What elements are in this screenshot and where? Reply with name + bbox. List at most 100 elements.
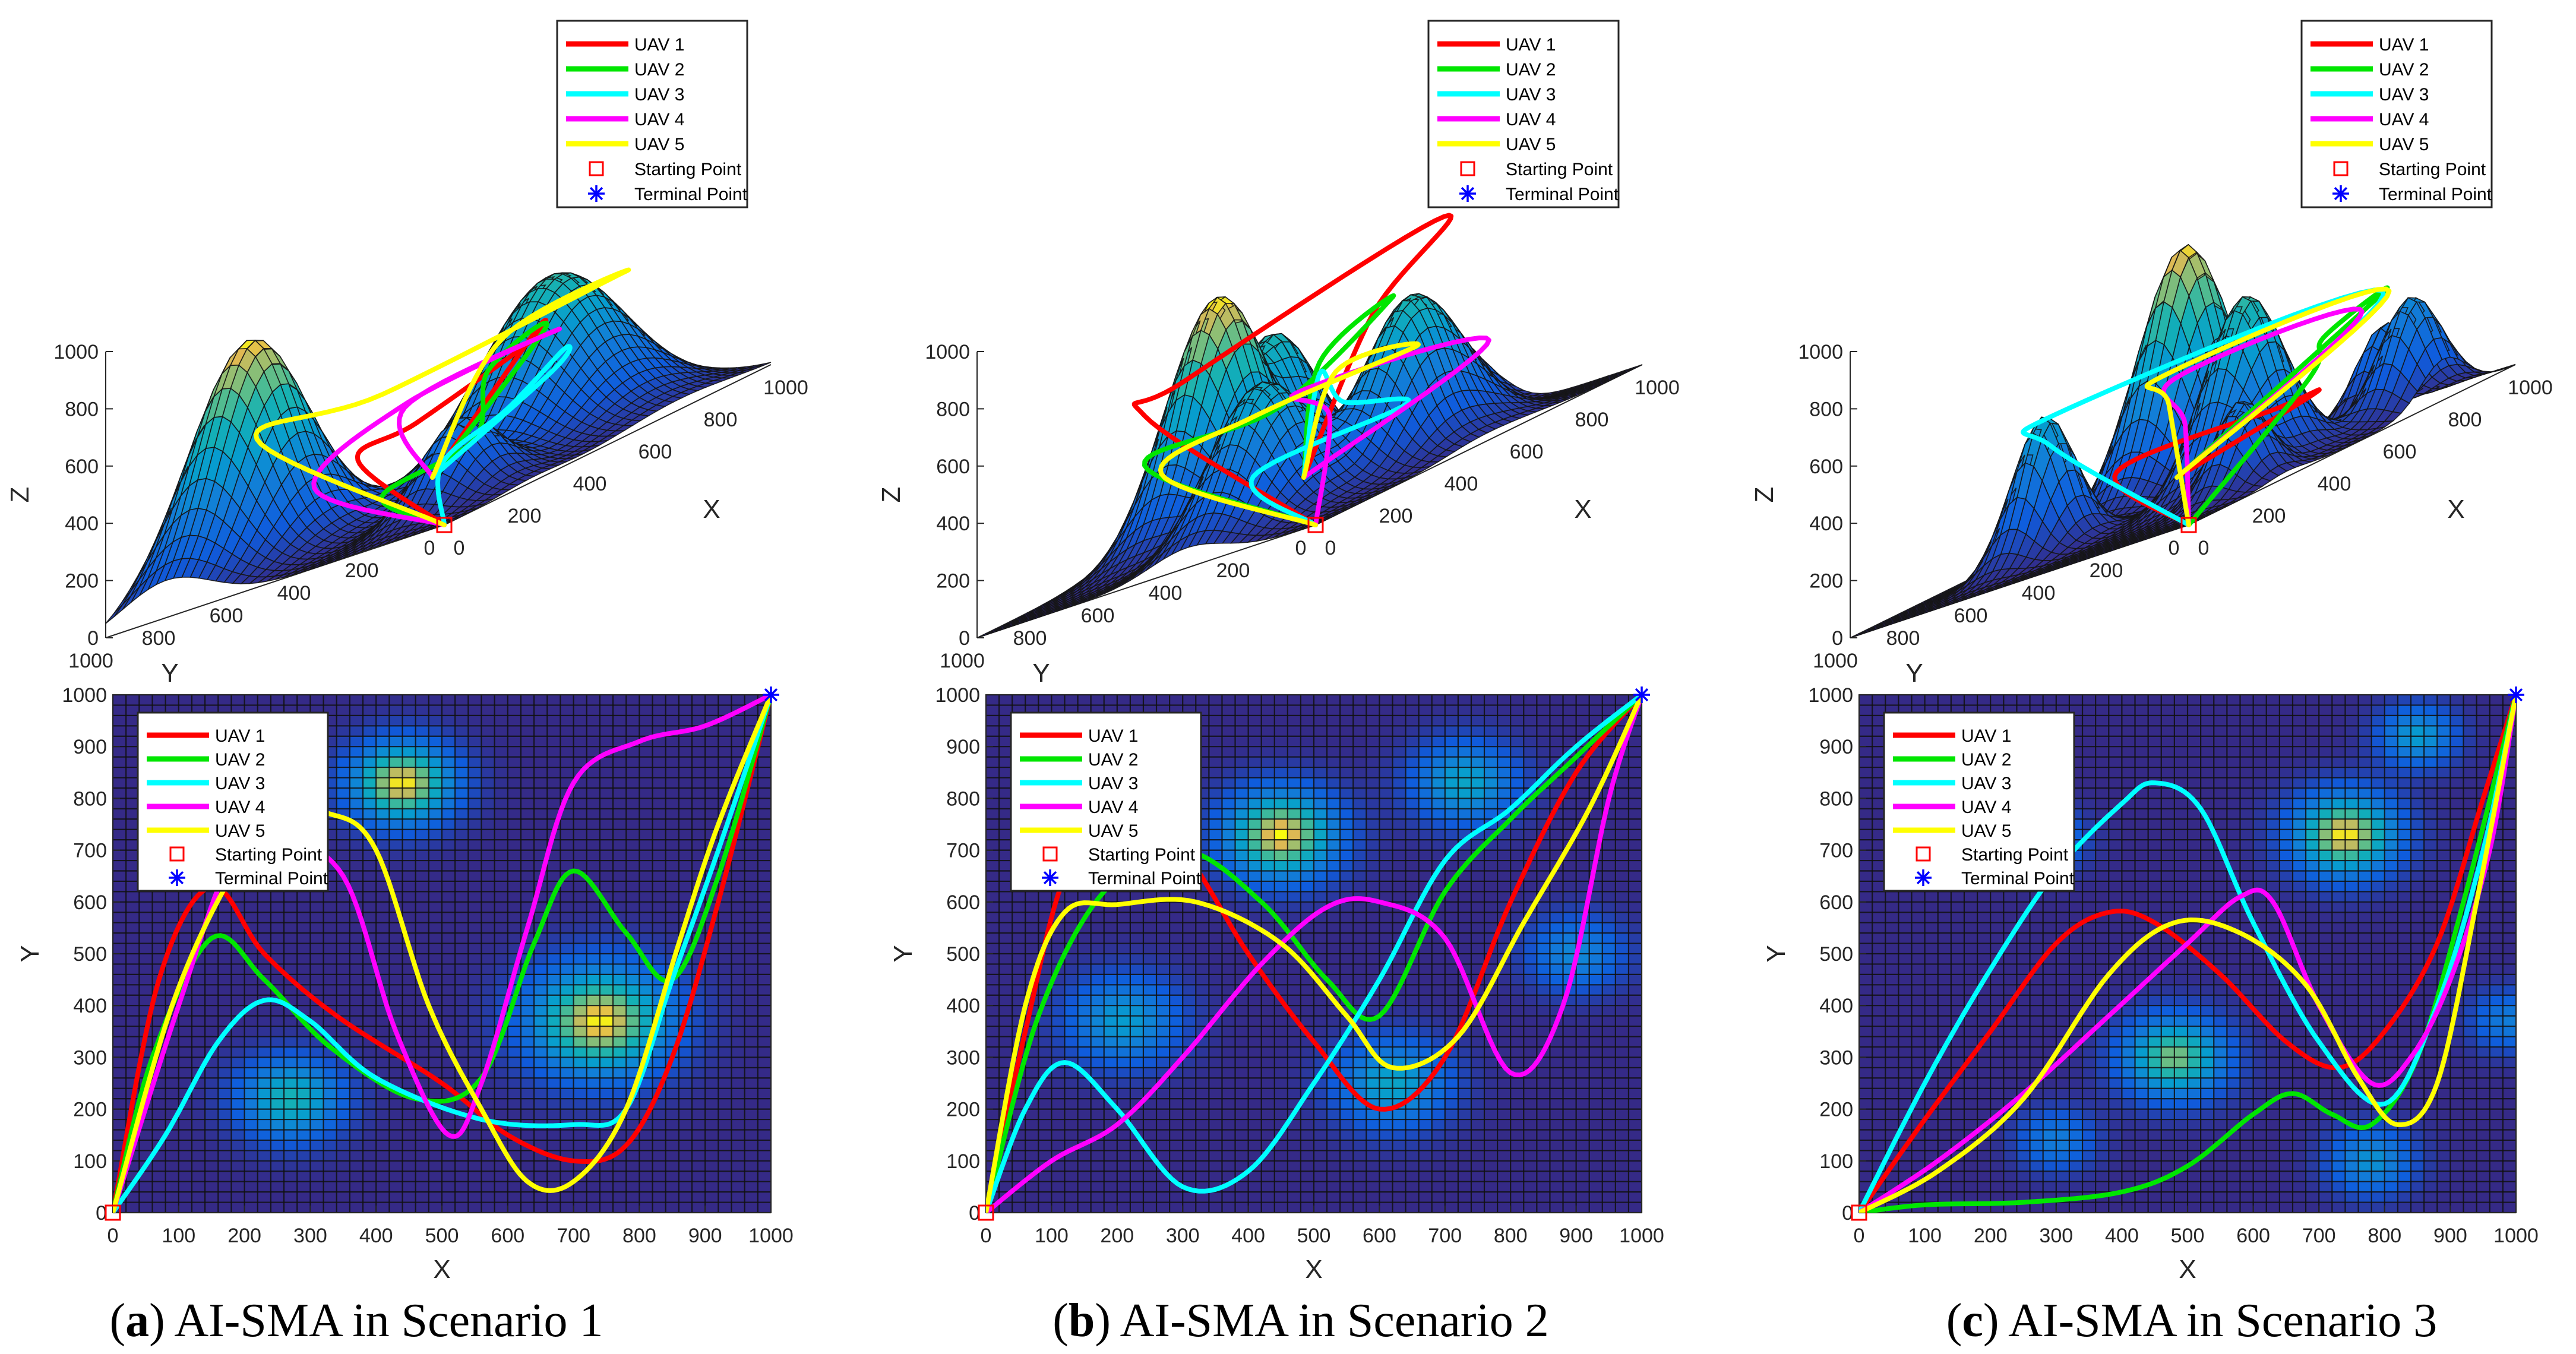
surface3-paths (2021, 285, 2392, 527)
map2-legend-label-6: Starting Point (1088, 845, 1196, 865)
map2-ytick-label-3: 300 (946, 1046, 980, 1069)
surface3-ytick-label-4: 800 (1886, 627, 1920, 650)
map3-ytick-label-4: 400 (1819, 995, 1853, 1017)
map3-legend-label-7: Terminal Point (1961, 869, 2075, 888)
map3-xtick-label-6: 600 (2236, 1225, 2270, 1247)
map1-xtick-label-3: 300 (293, 1225, 327, 1247)
surface1-legend-label-1: UAV 1 (634, 35, 684, 55)
map1-ytick-label-2: 200 (73, 1099, 107, 1121)
map1-xtick-label-7: 700 (557, 1225, 590, 1247)
map2-path-uav-4 (986, 695, 1642, 1213)
map1-legend-label-3: UAV 3 (215, 774, 265, 793)
caption-c-label: c (1962, 1295, 1983, 1347)
surface3-legend-label-3: UAV 3 (2379, 85, 2429, 105)
map1-legend-label-7: Terminal Point (215, 869, 328, 888)
map3-xtick-label-9: 900 (2433, 1225, 2467, 1247)
caption-a: (a) AI-SMA in Scenario 1 (109, 1295, 603, 1347)
surface2-legend-terminal-marker (1459, 185, 1476, 202)
surface1-legend-box (556, 20, 748, 208)
map2-paths (986, 695, 1642, 1213)
map1-legend-box (137, 711, 329, 892)
surface2-ztick-label-1: 200 (936, 570, 970, 593)
map2-path-uav-5 (986, 695, 1642, 1213)
map3-xtick-label-5: 500 (2171, 1225, 2205, 1247)
map1-legend-terminal-marker (169, 869, 185, 886)
map2-ylabel: Y (889, 945, 918, 962)
map2-ytick-label-9: 900 (946, 736, 980, 758)
surface3-xtick-label-2: 400 (2318, 473, 2351, 495)
surface2-ytick-label-3: 600 (1081, 605, 1115, 627)
map3-ylabel: Y (1762, 945, 1791, 962)
surface1-xtick-label-3: 600 (639, 441, 672, 463)
map2-legend-terminal-marker (1042, 869, 1058, 886)
map3-xtick-label-7: 700 (2302, 1225, 2336, 1247)
map1-xtick-label-0: 0 (108, 1225, 119, 1247)
surface2-legend-label-6: Starting Point (1506, 160, 1613, 179)
surface1-xtick-label-2: 400 (573, 473, 607, 495)
surface1-zlabel: Z (5, 487, 34, 503)
surface2-legend-label-5: UAV 5 (1506, 135, 1556, 154)
caption-b-label: b (1069, 1295, 1095, 1347)
surface1-xtick-label-4: 800 (704, 409, 738, 431)
map3-legend-label-6: Starting Point (1961, 845, 2069, 865)
surface1-xaxis-line (444, 364, 772, 526)
surface2-ztick-label-0: 0 (959, 627, 970, 650)
surface1-legend-terminal-marker (588, 185, 605, 202)
map1-legend-start-marker (169, 846, 185, 862)
map2-ytick-label-0: 0 (969, 1202, 980, 1225)
map3-ytick-label-6: 600 (1819, 891, 1853, 914)
surface3-ztick-label-2: 400 (1809, 513, 1843, 535)
map2-legend-label-5: UAV 5 (1088, 821, 1138, 841)
map1-ytick-label-6: 600 (73, 891, 107, 914)
surface2-ytick-label-0: 0 (1295, 537, 1307, 559)
surface2-path-uav-5 (1158, 341, 1421, 527)
surface2-xtick-label-2: 400 (1445, 473, 1478, 495)
surface3-xtick-label-5: 1000 (2508, 377, 2553, 399)
map3-path-uav-4 (1859, 695, 2516, 1213)
map3-legend-label-3: UAV 3 (1961, 774, 2011, 793)
surface3-ytick-label-0: 0 (2169, 537, 2180, 559)
map2-xtick-label-6: 600 (1363, 1225, 1396, 1247)
surface2-legend-start-marker (1460, 161, 1475, 176)
map2-ytick-label-6: 600 (946, 891, 980, 914)
map2-ytick-label-2: 200 (946, 1099, 980, 1121)
map3-legend-label-5: UAV 5 (1961, 821, 2011, 841)
map3-xtick-label-10: 1000 (2493, 1225, 2539, 1247)
map3-xtick-label-4: 400 (2105, 1225, 2139, 1247)
map2-legend-start-marker (1042, 846, 1058, 862)
map2-legend-label-3: UAV 3 (1088, 774, 1138, 793)
map2-terminal-marker (1633, 687, 1650, 703)
surface2-legend-label-1: UAV 1 (1506, 35, 1556, 55)
map3-ytick-label-7: 700 (1819, 840, 1853, 862)
map2-legend-label-4: UAV 4 (1088, 798, 1138, 817)
map2-xtick-label-10: 1000 (1619, 1225, 1664, 1247)
map2-legend-label-7: Terminal Point (1088, 869, 1202, 888)
surface1-path-uav-3 (430, 344, 573, 527)
map2-path-uav-3 (986, 695, 1642, 1213)
surface3-ytick-label-5: 1000 (1813, 650, 1858, 672)
surface1-legend-label-6: Starting Point (634, 160, 742, 179)
map2-legend-label-1: UAV 1 (1088, 726, 1138, 746)
captions: (a) AI-SMA in Scenario 1 (b) AI-SMA in S… (109, 1295, 2437, 1347)
map2-xtick-label-4: 400 (1231, 1225, 1265, 1247)
surface1-ztick-label-0: 0 (87, 627, 99, 650)
map3-ytick-label-3: 300 (1819, 1046, 1853, 1069)
surface3-legend-label-1: UAV 1 (2379, 35, 2429, 55)
map1-xtick-label-6: 600 (491, 1225, 524, 1247)
map1-legend-label-5: UAV 5 (215, 821, 265, 841)
surface3-xtick-label-3: 600 (2383, 441, 2417, 463)
surface1-legend-start-marker (589, 161, 604, 176)
surface2-start-marker (1307, 517, 1324, 533)
surface1-start-marker (436, 517, 453, 533)
map2-xtick-label-7: 700 (1428, 1225, 1462, 1247)
surface2-ytick-label-4: 800 (1013, 627, 1047, 650)
surface1-ytick-label-5: 1000 (68, 650, 113, 672)
surface2-chart: 02004006008001000Z0200400600800100002004… (877, 20, 1680, 688)
surface1-ytick-label-2: 400 (277, 582, 311, 605)
map1-ytick-label-9: 900 (73, 736, 107, 758)
map1-ytick-label-4: 400 (73, 995, 107, 1017)
surface1-path-uav-5 (253, 267, 631, 527)
surface3-ytick-label-3: 600 (1954, 605, 1988, 627)
map1-ytick-label-8: 800 (73, 787, 107, 810)
surface1-yaxis-line (105, 524, 445, 638)
